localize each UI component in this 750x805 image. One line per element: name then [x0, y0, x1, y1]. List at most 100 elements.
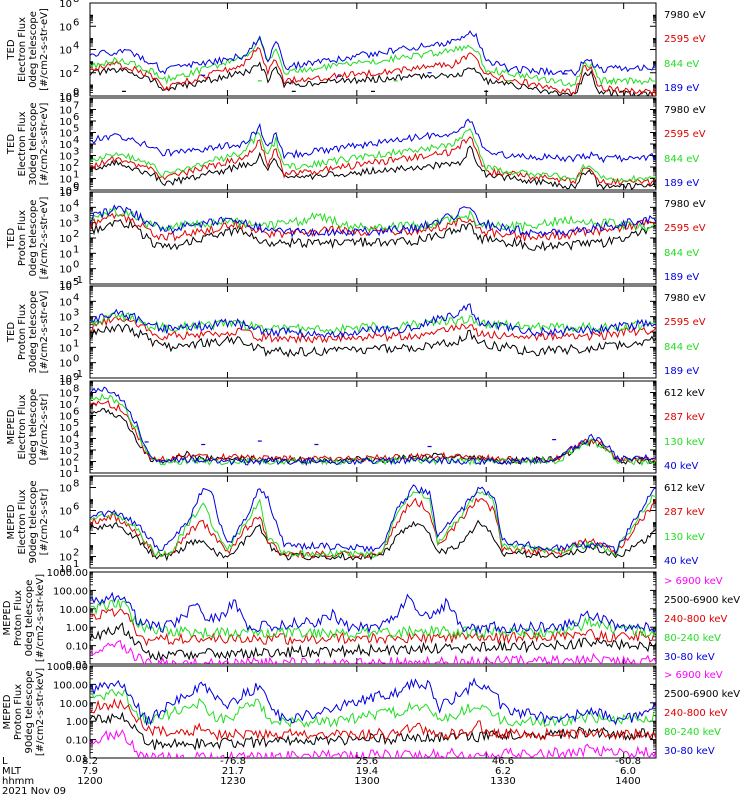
series-line: [90, 497, 656, 559]
y-tick-label: 10: [59, 446, 72, 457]
legend-entry: 7980 eV: [664, 293, 706, 304]
legend-entry: 189 eV: [664, 83, 699, 94]
y-tick-exponent: 7: [73, 395, 79, 406]
y-axis-title: [#/cm2-s-str-keV]: [35, 574, 46, 662]
y-tick-label: 10: [59, 400, 72, 411]
y-tick-exponent: 3: [73, 147, 79, 158]
series-line: [90, 323, 656, 358]
y-tick-label: 0.01: [66, 660, 88, 671]
series-line: [90, 622, 656, 662]
x-tick-mlt: 21.7: [221, 766, 245, 777]
y-axis-title: MEPED: [2, 694, 13, 729]
x-tick-l: -76.8: [220, 756, 246, 767]
series-line: [90, 207, 656, 233]
y-tick-label: 10: [59, 389, 72, 400]
legend-entry: > 6900 keV: [664, 670, 723, 681]
y-tick-exponent: 6: [73, 502, 79, 513]
plot-frame: [89, 475, 657, 569]
legend-entry: 30-80 keV: [664, 746, 715, 757]
y-tick-label: 10: [59, 186, 72, 197]
y-tick-label: 10: [59, 163, 72, 174]
legend-entry: 2500-6900 keV: [664, 689, 740, 700]
y-tick-label: 10: [59, 234, 72, 245]
x-tick-time: 1230: [220, 776, 246, 787]
y-tick-label: 10: [59, 328, 72, 339]
y-tick-label: 10: [59, 313, 72, 324]
legend-entry: 130 keV: [664, 532, 705, 543]
series-line: [90, 204, 656, 238]
legend-entry: 7980 eV: [664, 105, 706, 116]
y-tick-exponent: 2: [73, 229, 79, 240]
plot-area: [90, 30, 656, 96]
y-tick-label: 10: [59, 507, 72, 518]
series-line: [90, 688, 656, 728]
plot-area: [90, 591, 656, 664]
y-axis-title: Proton Flux: [17, 304, 28, 360]
y-tick-label: 10: [59, 94, 72, 105]
plot-frame: [89, 380, 657, 474]
series-line: [90, 30, 656, 77]
legend-entry: 844 eV: [664, 342, 699, 353]
y-tick-exponent: 8: [73, 89, 79, 100]
y-tick-label: 10: [59, 469, 72, 480]
series-line: [90, 607, 656, 647]
legend-entry: 2595 eV: [664, 223, 706, 234]
legend-entry: 30-80 keV: [664, 652, 715, 663]
y-tick-exponent: 5: [73, 277, 79, 288]
series-line: [90, 303, 656, 339]
y-tick-label: 10: [59, 22, 72, 33]
y-axis-title: TED: [6, 228, 17, 249]
series-line: [90, 697, 656, 742]
plot-area: [90, 204, 656, 252]
y-tick-exponent: 3: [73, 214, 79, 225]
y-axis-title: Electron Flux: [17, 394, 28, 459]
plot-area: [90, 118, 656, 190]
y-axis-title: Proton Flux: [13, 590, 24, 646]
y-tick-exponent: 3: [73, 308, 79, 319]
y-tick-exponent: 5: [73, 418, 79, 429]
y-tick-exponent: 0: [73, 181, 79, 192]
series-line: [90, 46, 656, 96]
y-tick-exponent: 6: [73, 407, 79, 418]
y-tick-label: 10: [59, 117, 72, 128]
y-axis-title: [#/cm2-s-str-eV]: [39, 197, 50, 280]
y-tick-label: 10: [59, 69, 72, 80]
y-tick-label: 10: [59, 412, 72, 423]
series-line: [90, 639, 656, 664]
legend-entry: > 6900 keV: [664, 576, 723, 587]
legend-entry: 240-800 keV: [664, 708, 728, 719]
plot-area: [90, 303, 656, 358]
y-tick-label: 10: [59, 553, 72, 564]
y-tick-exponent: 4: [73, 41, 79, 52]
series-line: [90, 311, 656, 335]
y-tick-label: 100.00: [53, 586, 88, 597]
y-tick-label: 10: [59, 265, 72, 276]
plot-frame: [89, 2, 657, 97]
x-tick-time: 1330: [490, 776, 516, 787]
x-tick-time: 1200: [77, 776, 103, 787]
series-line: [90, 118, 656, 164]
y-tick-exponent: 1: [73, 338, 79, 349]
x-tick-l: 46.6: [491, 756, 515, 767]
footer-date: 2021 Nov 09: [2, 786, 67, 797]
plot-frame: [89, 97, 657, 191]
y-tick-exponent: 9: [73, 372, 79, 383]
y-tick-exponent: 4: [73, 135, 79, 146]
y-tick-label: 10: [59, 92, 72, 103]
y-axis-title: [#/cm2-s-str]: [39, 393, 50, 460]
legend-entry: 7980 eV: [664, 199, 706, 210]
y-tick-label: 10: [59, 435, 72, 446]
y-tick-label: 10: [59, 140, 72, 151]
footer-label-hhmm: hhmm: [2, 776, 35, 787]
plot-frame: [89, 191, 657, 285]
y-axis-title: TED: [6, 39, 17, 60]
legend-entry: 2500-6900 keV: [664, 595, 740, 606]
legend-entry: 40 keV: [664, 556, 698, 567]
y-tick-exponent: 4: [73, 525, 79, 536]
legend-entry: 7980 eV: [664, 10, 706, 21]
y-axis-title: 0deg telescope: [28, 200, 39, 277]
